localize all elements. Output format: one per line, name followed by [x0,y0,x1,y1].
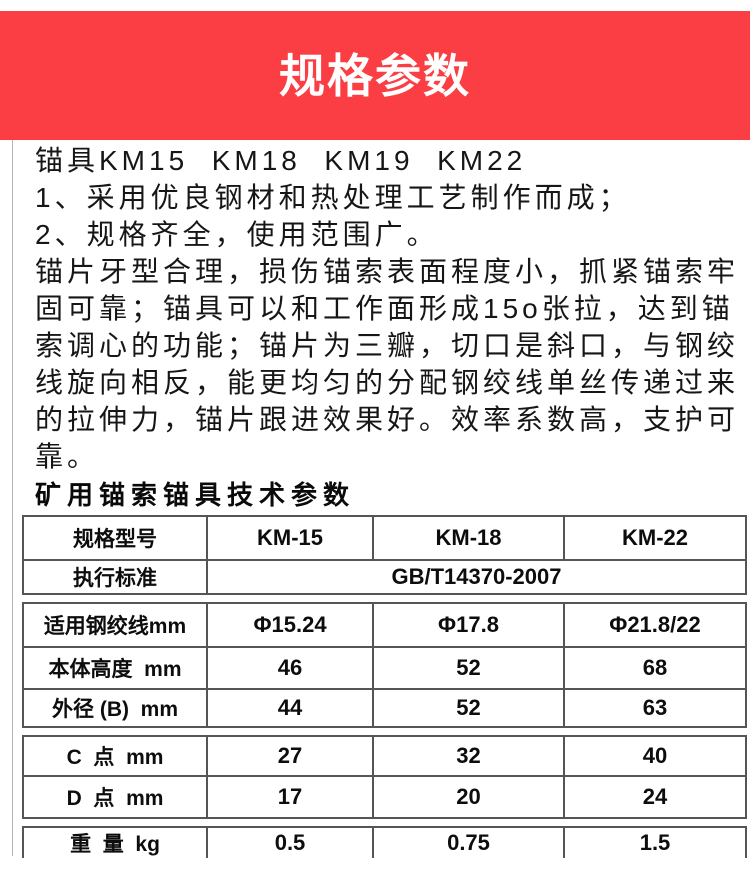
table-segment: 规格型号 KM-15 KM-18 KM-22 执行标准 GB/T14370-2007 [22,515,747,595]
row-label: 执行标准 [24,561,208,593]
table-row: D 点 mm 17 20 24 [24,777,745,817]
row-label: C 点 mm [24,737,208,775]
row-value: 1.5 [639,830,671,855]
row-value: Φ17.8 [374,604,565,646]
row-value: KM-22 [621,525,688,550]
table-segment: 适用钢绞线mm Φ15.24 Φ17.8 Φ21.8/22 本体高度 mm 46 52 68 外… [22,602,747,728]
row-value-span: GB/T14370-2007 [391,564,562,589]
table-row: 执行标准 GB/T14370-2007 [24,561,745,593]
row-value: KM-18 [374,517,565,559]
banner-title: 规格参数 [279,49,471,102]
intro-line: 索调心的功能；锚片为三瓣，切口是斜口，与钢绞 [35,330,740,361]
row-value: KM-15 [208,517,374,559]
row-value: 17 [208,777,374,817]
row-value: 0.75 [374,828,565,858]
intro-line: 锚片牙型合理，损伤锚索表面程度小，抓紧锚索牢 [35,256,740,287]
table-row: 规格型号 KM-15 KM-18 KM-22 [24,517,745,561]
row-value: 52 [374,690,565,726]
row-value: 27 [208,737,374,775]
spec-table: 规格型号 KM-15 KM-18 KM-22 执行标准 GB/T14370-2007 适用钢… [22,515,747,858]
row-label: 本体高度 mm [24,648,208,688]
row-label: 适用钢绞线mm [24,604,208,646]
intro-line: 线旋向相反，能更均匀的分配钢绞线单丝传递过来 [35,367,740,398]
row-value: 32 [374,737,565,775]
table-row: 重 量 kg 0.5 0.75 1.5 [24,828,745,858]
row-value: 0.5 [208,828,374,858]
row-value: Φ15.24 [208,604,374,646]
row-label: 外径 (B) mm [24,690,208,726]
row-value: Φ21.8/22 [609,612,701,637]
row-value: 20 [374,777,565,817]
row-value: 40 [642,743,668,768]
intro-text: 锚具KM15 KM18 KM19 KM22 1、采用优良钢材和热处理工艺制作而成；… [35,142,739,475]
intro-line: 的拉伸力，锚片跟进效果好。效率系数高，支护可 [35,404,740,435]
intro-line: 2、规格齐全，使用范围广。 [35,219,439,250]
row-label: D 点 mm [24,777,208,817]
intro-line: 锚具KM15 KM18 KM19 KM22 [35,145,527,176]
row-value: 24 [642,784,668,809]
row-value: 68 [642,655,668,680]
table-segment: C 点 mm 27 32 40 D 点 mm 17 20 24 [22,735,747,819]
row-label: 规格型号 [24,517,208,559]
table-row: 适用钢绞线mm Φ15.24 Φ17.8 Φ21.8/22 [24,604,745,648]
section-heading: 矿用锚索锚具技术参数 [35,480,356,510]
page-left-border-line [12,140,13,856]
row-value: 46 [208,648,374,688]
table-row: C 点 mm 27 32 40 [24,737,745,777]
intro-line: 1、采用优良钢材和热处理工艺制作而成； [35,182,631,213]
row-value: 63 [642,695,668,720]
intro-line: 固可靠；锚具可以和工作面形成15o张拉，达到锚 [35,293,734,324]
row-value: 44 [208,690,374,726]
intro-line: 靠。 [35,441,100,472]
row-value: 52 [374,648,565,688]
table-row: 外径 (B) mm 44 52 63 [24,690,745,726]
spec-banner: 规格参数 [0,11,750,140]
row-label: 重 量 kg [24,828,208,858]
table-segment: 重 量 kg 0.5 0.75 1.5 [22,826,747,858]
table-row: 本体高度 mm 46 52 68 [24,648,745,690]
